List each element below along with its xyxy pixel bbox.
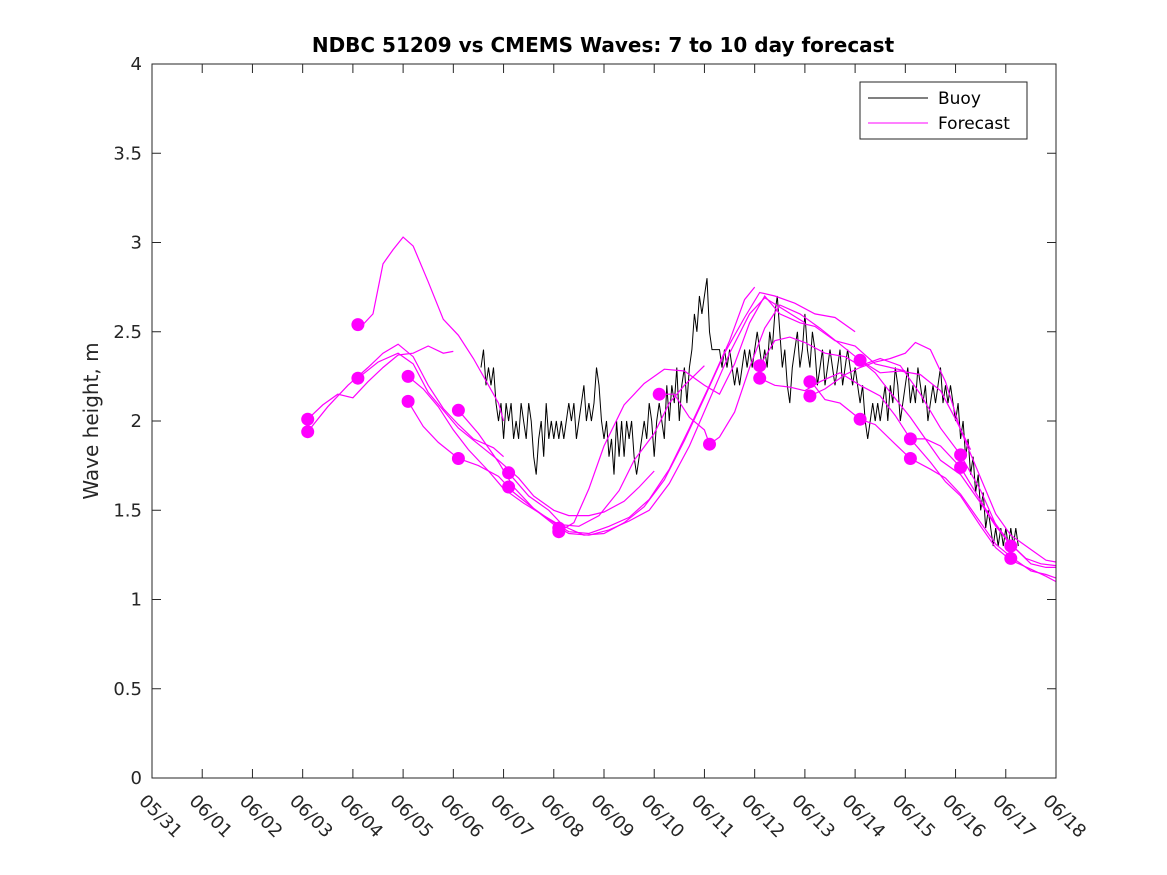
forecast-line-15	[809, 341, 1057, 563]
forecast-line-5	[407, 365, 705, 527]
forecast-start-point-22	[903, 452, 917, 465]
y-tick-label: 3.5	[113, 143, 142, 164]
forecast-start-point-14	[703, 437, 716, 451]
plot-area	[152, 64, 1056, 778]
y-tick-label: 1.5	[113, 500, 142, 521]
forecast-line-17	[910, 438, 1057, 567]
buoy-series-line	[480, 278, 1019, 547]
forecast-start-point-2	[301, 425, 315, 439]
legend-box	[859, 81, 1028, 140]
forecast-start-point-15	[753, 359, 767, 373]
y-tick-label: 1	[131, 590, 142, 611]
forecast-line-9	[558, 294, 906, 533]
y-tick-label: 0.5	[113, 679, 142, 700]
forecast-start-point-26	[1004, 551, 1018, 565]
forecast-start-point-23	[954, 448, 968, 462]
y-axis-label: Wave height, m	[79, 342, 103, 499]
forecast-start-point-7	[451, 403, 465, 417]
data-layer	[301, 236, 1057, 583]
forecast-line-12	[759, 336, 1012, 547]
forecast-start-point-3	[351, 318, 365, 332]
forecast-line-3	[357, 236, 505, 422]
y-tick-label: 4	[131, 54, 142, 75]
y-tick-label: 2	[131, 411, 142, 432]
forecast-start-point-4	[351, 371, 365, 385]
forecast-start-point-1	[301, 412, 315, 426]
forecast-start-point-19	[853, 353, 867, 367]
chart-title: NDBC 51209 vs CMEMS Waves: 7 to 10 day f…	[312, 33, 895, 57]
y-tick-label: 2.5	[113, 322, 142, 343]
forecast-start-point-18	[803, 389, 817, 403]
legend-label-forecast: Forecast	[938, 114, 1010, 134]
forecast-line-10	[659, 393, 711, 445]
forecast-start-point-5	[401, 369, 415, 383]
forecast-start-point-8	[451, 452, 465, 465]
forecast-start-point-21	[903, 432, 917, 446]
forecast-start-point-24	[954, 460, 968, 474]
forecast-line-2	[307, 343, 504, 458]
forecast-start-point-13	[652, 387, 666, 401]
y-tick-label: 0	[131, 768, 142, 789]
forecast-start-point-25	[1004, 539, 1018, 553]
forecast-line-16	[859, 359, 1056, 569]
y-tick-label: 3	[131, 233, 142, 254]
forecast-start-point-9	[502, 466, 516, 480]
forecast-start-point-12	[552, 525, 566, 539]
forecast-start-point-17	[803, 375, 817, 389]
legend-label-buoy: Buoy	[938, 89, 981, 109]
forecast-start-point-10	[502, 480, 516, 494]
forecast-line-14	[809, 379, 1057, 579]
legend: Buoy Forecast	[859, 81, 1028, 140]
forecast-start-point-20	[853, 412, 867, 426]
forecast-start-point-6	[401, 394, 415, 408]
forecast-line-1	[307, 345, 454, 420]
forecast-line-11	[709, 304, 972, 450]
forecast-start-point-16	[753, 371, 767, 385]
